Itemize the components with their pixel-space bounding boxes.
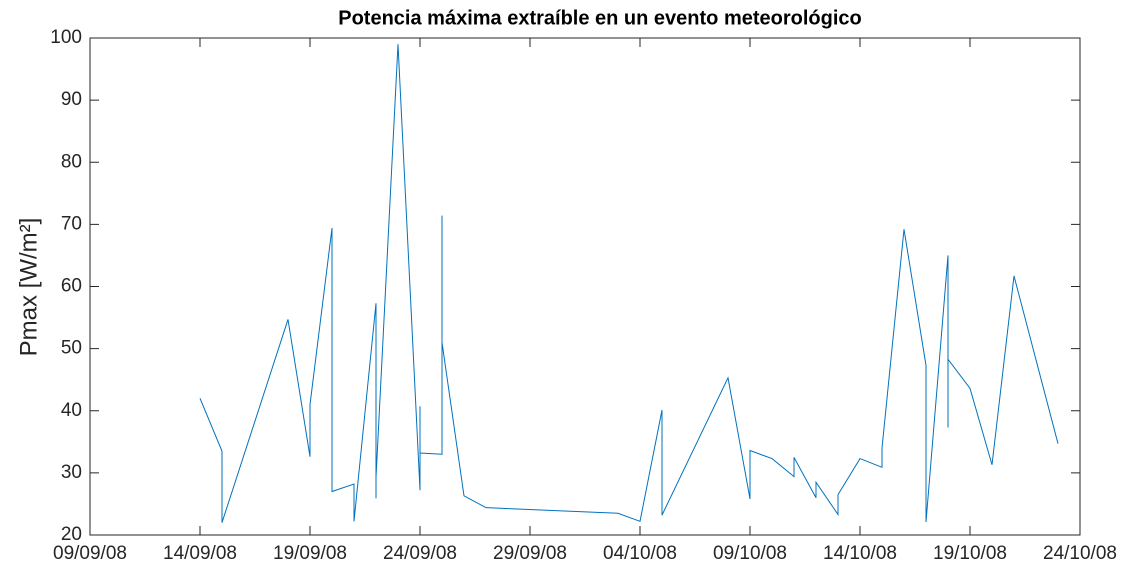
x-tick-label: 09/10/08 xyxy=(713,543,787,564)
x-tick-label: 29/09/08 xyxy=(493,543,567,564)
x-tick-label: 19/10/08 xyxy=(933,543,1007,564)
y-tick-label: 20 xyxy=(61,524,82,545)
y-tick-label: 40 xyxy=(61,400,82,421)
chart-title: Potencia máxima extraíble en un evento m… xyxy=(338,7,862,29)
y-tick-label: 70 xyxy=(61,213,82,234)
x-tick-label: 14/09/08 xyxy=(163,543,237,564)
y-tick-label: 90 xyxy=(61,89,82,110)
data-line xyxy=(199,44,1059,523)
y-tick-label: 50 xyxy=(61,338,82,359)
x-tick-label: 24/10/08 xyxy=(1043,543,1117,564)
x-tick-label: 14/10/08 xyxy=(823,543,897,564)
x-tick-label: 24/09/08 xyxy=(383,543,457,564)
x-tick-label: 09/09/08 xyxy=(53,543,127,564)
y-tick-label: 100 xyxy=(50,27,82,48)
y-tick-label: 80 xyxy=(61,151,82,172)
y-tick-label: 60 xyxy=(61,276,82,297)
x-tick-label: 19/09/08 xyxy=(273,543,347,564)
y-tick-label: 30 xyxy=(61,462,82,483)
y-axis-label: Pmax [W/m²] xyxy=(15,218,42,357)
x-tick-label: 04/10/08 xyxy=(603,543,677,564)
